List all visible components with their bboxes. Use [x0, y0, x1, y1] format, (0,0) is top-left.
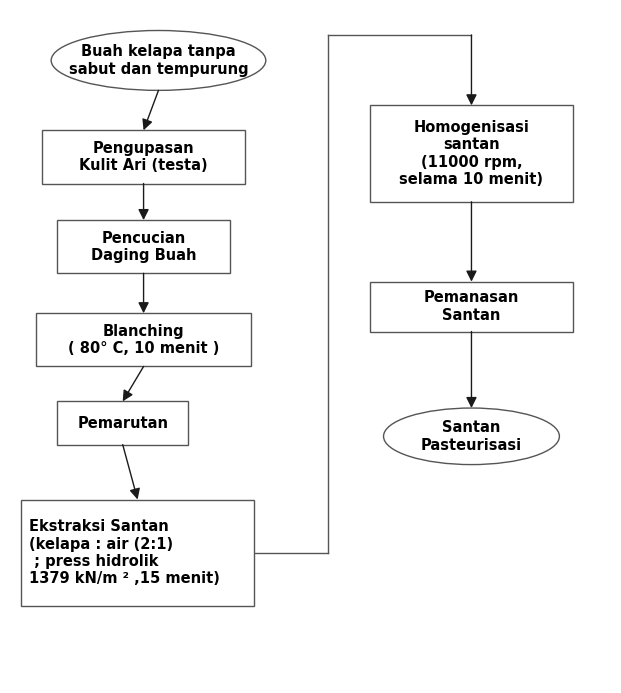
Ellipse shape: [384, 408, 560, 464]
FancyBboxPatch shape: [370, 281, 573, 331]
FancyBboxPatch shape: [57, 220, 230, 273]
Ellipse shape: [51, 30, 266, 90]
FancyBboxPatch shape: [370, 105, 573, 202]
Text: Pemarutan: Pemarutan: [77, 416, 168, 430]
Text: Pengupasan
Kulit Ari (testa): Pengupasan Kulit Ari (testa): [79, 141, 208, 173]
Text: Buah kelapa tanpa
sabut dan tempurung: Buah kelapa tanpa sabut dan tempurung: [69, 44, 248, 77]
FancyBboxPatch shape: [36, 313, 251, 367]
FancyBboxPatch shape: [57, 401, 188, 445]
FancyBboxPatch shape: [21, 500, 254, 606]
Text: Santan
Pasteurisasi: Santan Pasteurisasi: [421, 420, 522, 453]
Text: Homogenisasi
santan
(11000 rpm,
selama 10 menit): Homogenisasi santan (11000 rpm, selama 1…: [399, 120, 543, 187]
Text: Pencucian
Daging Buah: Pencucian Daging Buah: [91, 231, 196, 263]
FancyBboxPatch shape: [42, 130, 245, 184]
Text: Pemanasan
Santan: Pemanasan Santan: [424, 290, 519, 323]
Text: Ekstraksi Santan
(kelapa : air (2:1)
 ; press hidrolik
1379 kN/m ² ,15 menit): Ekstraksi Santan (kelapa : air (2:1) ; p…: [29, 519, 219, 586]
Text: Blanching
( 80° C, 10 menit ): Blanching ( 80° C, 10 menit ): [68, 324, 219, 356]
